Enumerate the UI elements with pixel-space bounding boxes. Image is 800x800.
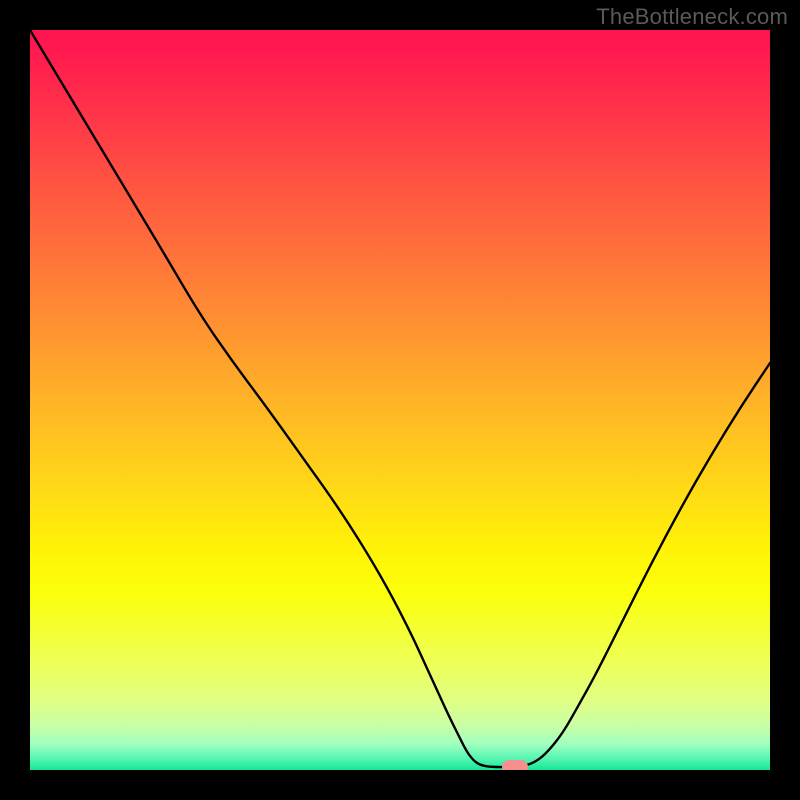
optimal-marker xyxy=(502,760,528,770)
watermark-text: TheBottleneck.com xyxy=(596,4,788,30)
bottleneck-curve xyxy=(30,30,770,770)
plot-area xyxy=(30,30,770,770)
chart-container: TheBottleneck.com xyxy=(0,0,800,800)
